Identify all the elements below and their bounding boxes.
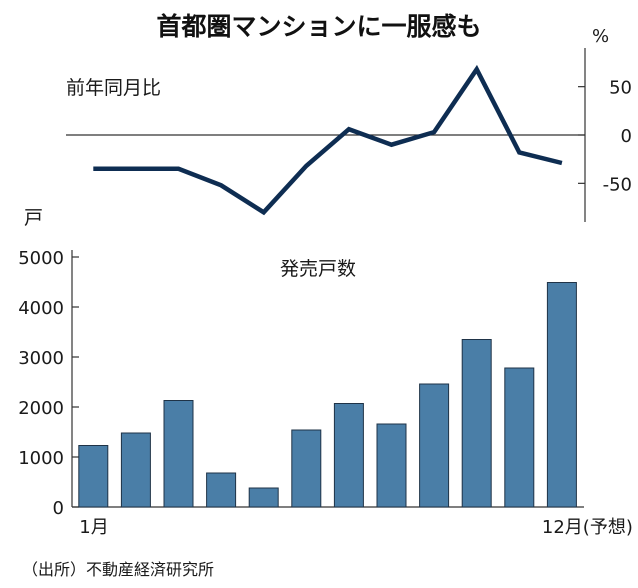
line-chart-tick-label: -50 [603, 174, 632, 195]
bar-chart-tick-label: 2000 [18, 398, 64, 419]
bar-6 [291, 429, 322, 508]
bar-12 [546, 282, 577, 508]
bar-chart-x-label: 12月(予想) [542, 517, 633, 538]
bar-chart-tick-label: 5000 [18, 248, 64, 269]
bar-chart-tick-label: 4000 [18, 298, 64, 319]
line-chart-y-axis: 50 0 -50 [66, 48, 632, 222]
bar-1 [78, 445, 109, 508]
bar-5 [248, 487, 279, 508]
line-series-path [93, 64, 563, 216]
bar-11 [504, 367, 535, 508]
source-note: （出所）不動産経済研究所 [22, 560, 214, 579]
bar-9 [419, 383, 450, 508]
line-chart-label: 前年同月比 [66, 77, 161, 99]
chart-title: 首都圏マンションに一服感も [156, 12, 481, 41]
line-chart-series [93, 64, 563, 216]
bar-3 [163, 400, 194, 508]
line-chart-tick-label: 0 [621, 126, 632, 147]
bar-chart-tick-label: 1000 [18, 448, 64, 469]
bar-8 [376, 423, 407, 508]
bar-chart-x-axis: 1月 12月(予想) [79, 517, 633, 538]
bar-7 [333, 403, 364, 508]
bar-chart-series [78, 282, 577, 508]
bar-chart-y-axis: 0 1000 2000 3000 4000 5000 [18, 248, 584, 519]
line-chart-unit-label: % [592, 26, 609, 47]
bar-chart-tick-label: 3000 [18, 348, 64, 369]
bar-chart-label: 発売戸数 [280, 258, 356, 280]
bar-chart-unit-label: 戸 [24, 207, 43, 229]
bar-chart-tick-label: 0 [53, 498, 64, 519]
bar-chart-panel: 戸 発売戸数 0 1000 2000 3000 4000 5000 1月 12月(予想) [18, 207, 633, 538]
bar-2 [120, 432, 151, 508]
bar-chart-x-label: 1月 [79, 517, 108, 538]
bar-4 [206, 472, 237, 508]
line-chart-panel: 前年同月比 % 50 0 -50 [66, 26, 632, 222]
line-chart-tick-label: 50 [609, 78, 632, 99]
bar-10 [461, 339, 492, 508]
